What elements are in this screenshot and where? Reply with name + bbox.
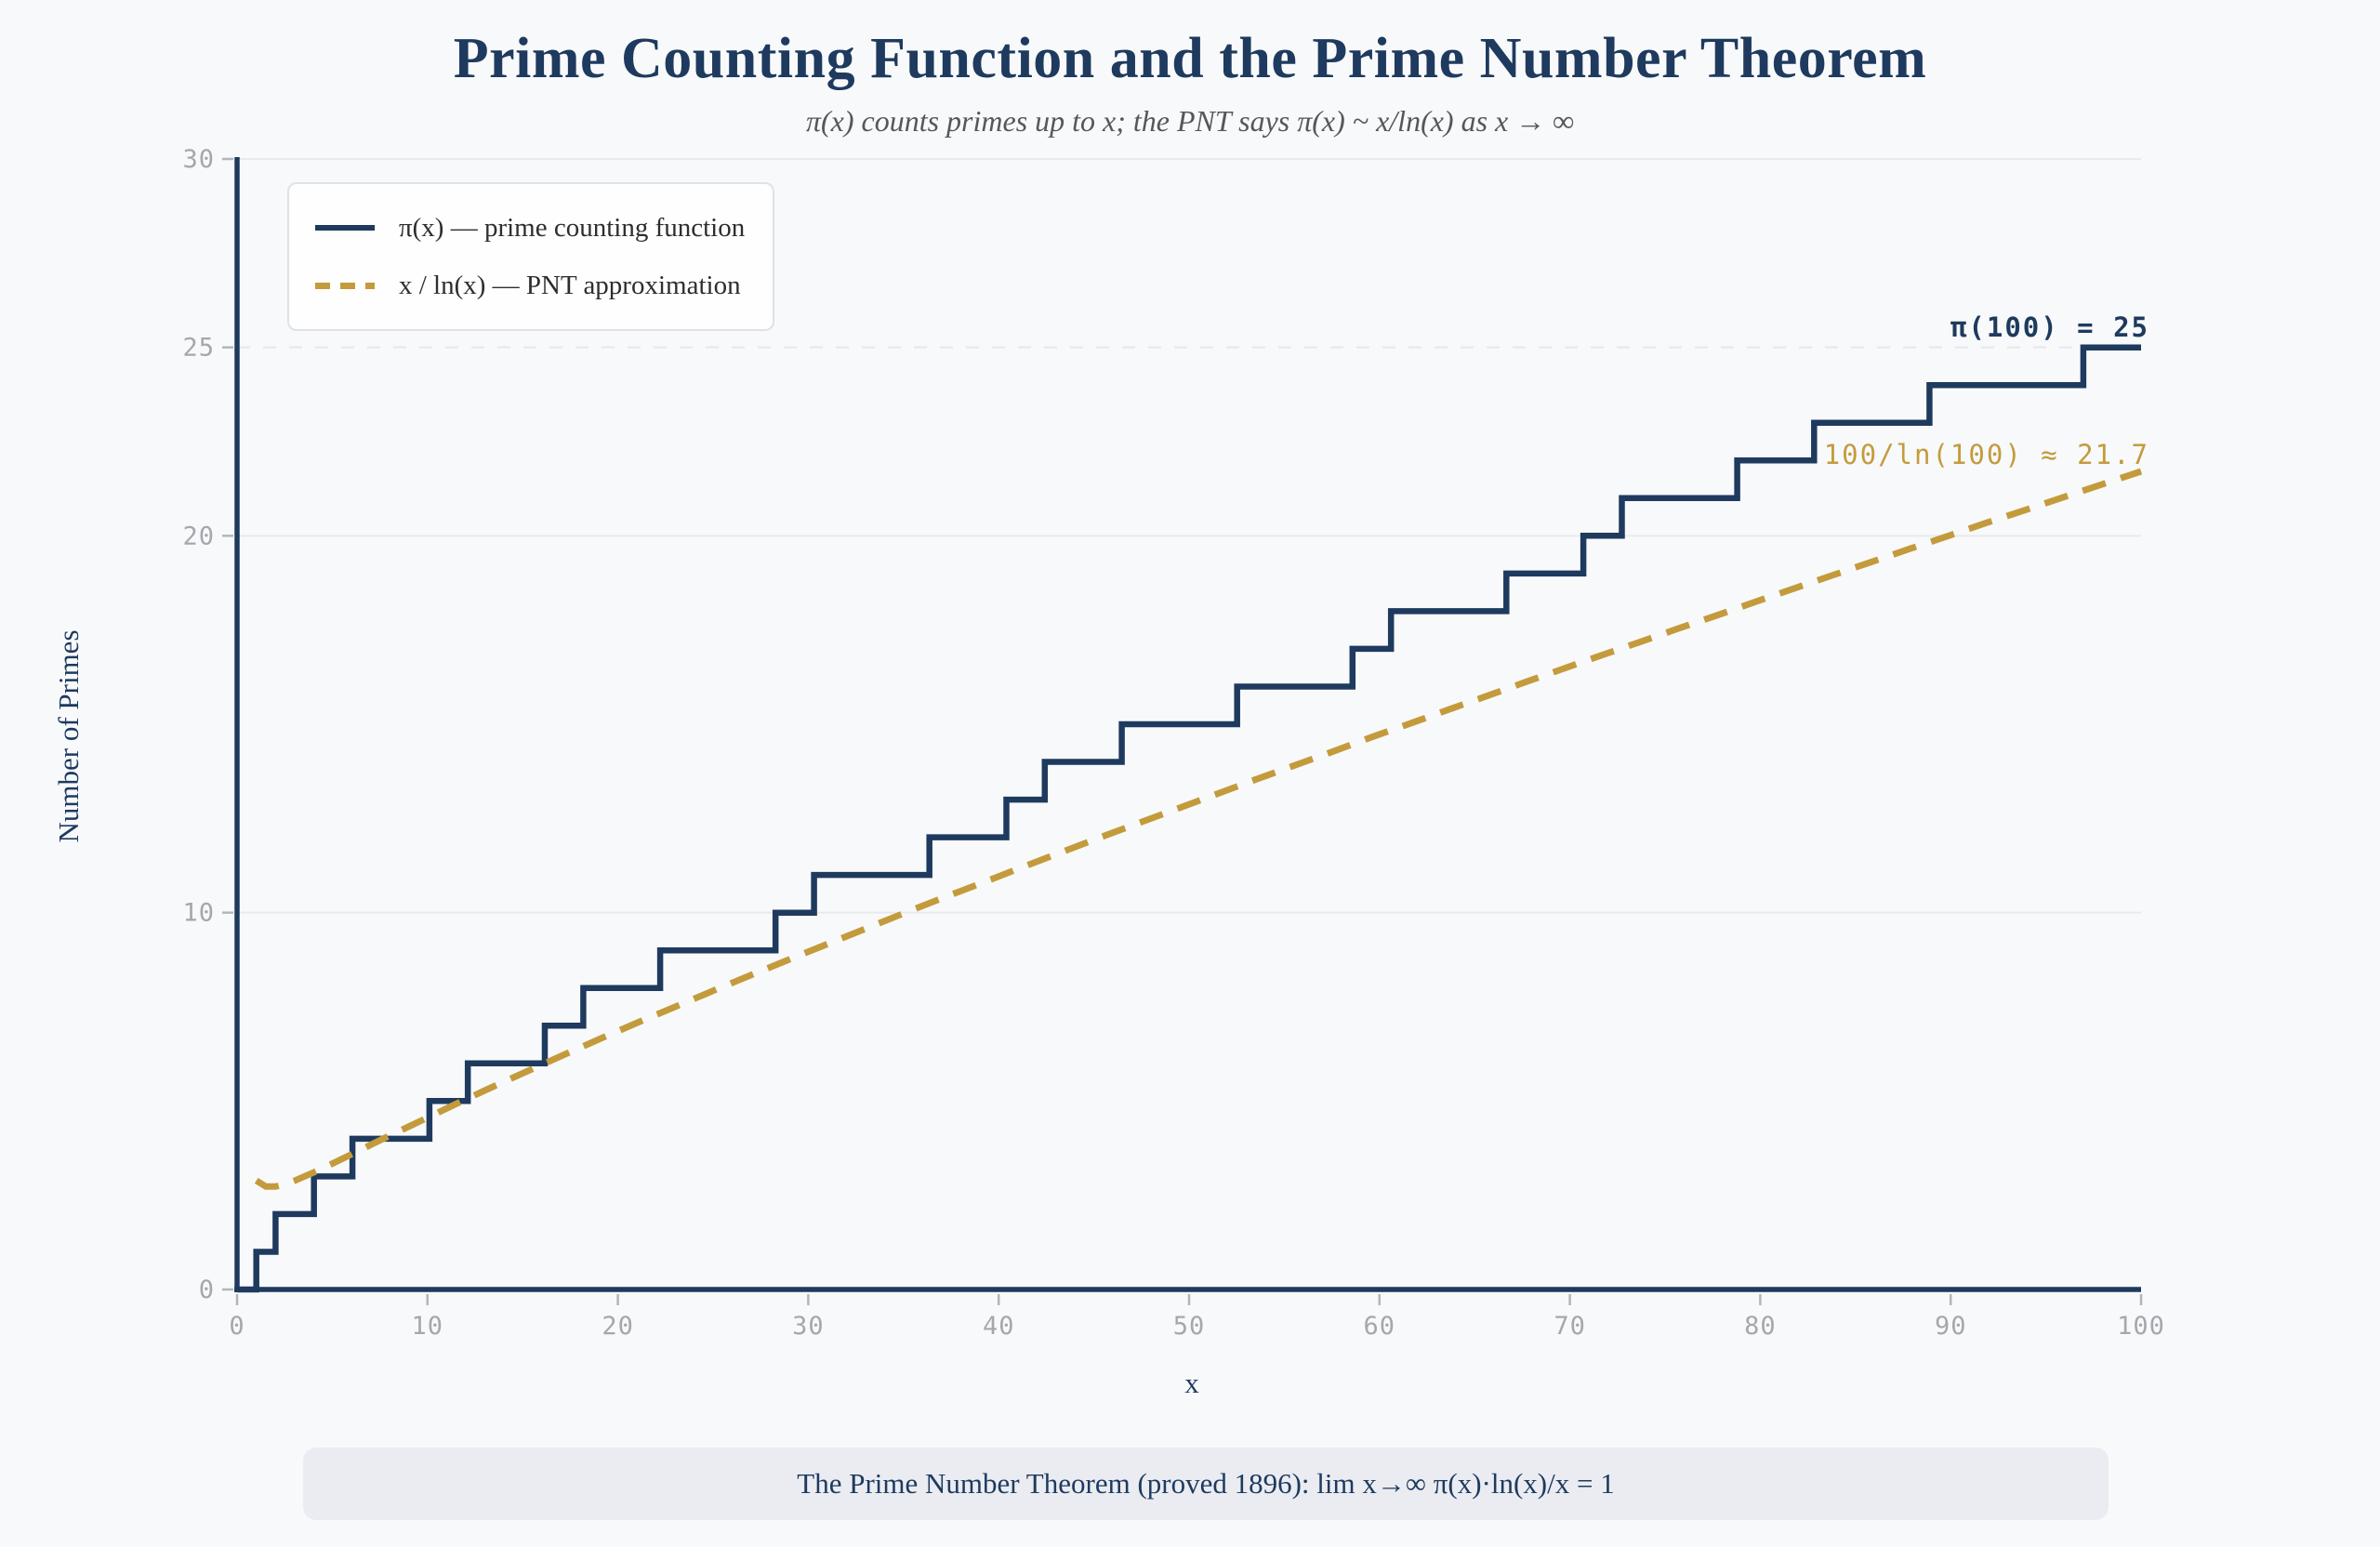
svg-text:90: 90 <box>1935 1312 1967 1341</box>
x-axis-title: x <box>1184 1367 1199 1399</box>
svg-text:60: 60 <box>1364 1312 1396 1341</box>
chart-title: Prime Counting Function and the Prime Nu… <box>453 27 1927 90</box>
svg-text:50: 50 <box>1173 1312 1206 1341</box>
svg-text:10: 10 <box>182 899 215 928</box>
legend-item-pnt: x / ln(x) — PNT approximation <box>315 271 747 301</box>
svg-text:25: 25 <box>182 334 215 363</box>
svg-text:0: 0 <box>229 1312 245 1341</box>
svg-text:20: 20 <box>182 522 215 550</box>
legend-line-dashed-sample <box>315 282 375 289</box>
annotation-pnt-approx: 100/ln(100) ≈ 21.7 <box>1824 439 2149 470</box>
legend: π(x) — prime counting function x / ln(x)… <box>287 182 774 331</box>
svg-text:80: 80 <box>1744 1312 1777 1341</box>
data-series <box>237 344 2143 1293</box>
svg-text:70: 70 <box>1554 1312 1586 1341</box>
svg-text:100: 100 <box>2117 1312 2165 1341</box>
svg-text:0: 0 <box>199 1276 215 1304</box>
svg-text:20: 20 <box>602 1312 634 1341</box>
theorem-caption: The Prime Number Theorem (proved 1896): … <box>303 1448 2109 1520</box>
annotation-pi-100: π(100) = 25 <box>1950 311 2149 343</box>
legend-item-label: x / ln(x) — PNT approximation <box>399 270 741 300</box>
axes <box>234 157 2141 1292</box>
legend-item-pi: π(x) — prime counting function <box>315 213 747 244</box>
legend-line-solid-sample <box>315 225 375 231</box>
svg-text:40: 40 <box>983 1312 1015 1341</box>
chart-subtitle: π(x) counts primes up to x; the PNT says… <box>805 104 1575 138</box>
svg-text:30: 30 <box>792 1312 825 1341</box>
svg-text:30: 30 <box>182 145 215 174</box>
svg-text:10: 10 <box>412 1312 444 1341</box>
legend-item-label: π(x) — prime counting function <box>399 212 746 243</box>
gridlines <box>237 158 2141 914</box>
axis-ticks-and-labels: 0 10 20 30 40 50 60 70 80 90 100 0 10 20 25 30 <box>182 145 2165 1341</box>
